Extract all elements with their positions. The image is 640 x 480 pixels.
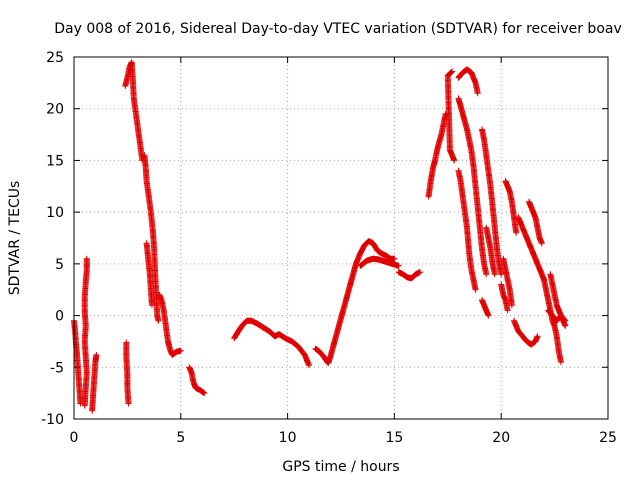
data-point (561, 317, 568, 324)
data-series (357, 255, 402, 269)
data-series (515, 214, 547, 283)
data-series (526, 198, 545, 247)
data-point (306, 362, 312, 369)
data-series (425, 110, 449, 200)
x-tick-label: 20 (492, 430, 510, 446)
data-series (545, 307, 569, 324)
data-series (89, 351, 100, 414)
data-series (122, 59, 146, 164)
data-point (498, 271, 505, 278)
y-tick-label: 15 (46, 153, 64, 169)
data-series (186, 364, 208, 397)
data-point (449, 68, 456, 75)
data-series (395, 269, 423, 282)
data-point (483, 271, 490, 278)
data-point (491, 271, 498, 278)
data-point (93, 351, 100, 358)
chart-title: Day 008 of 2016, Sidereal Day-to-day VTE… (54, 21, 622, 37)
data-point (504, 307, 511, 314)
data-series (71, 317, 84, 407)
plot-frame (73, 56, 609, 420)
x-tick-label: 0 (70, 430, 79, 446)
data-series (455, 167, 479, 293)
data-series (81, 255, 90, 409)
data-point (125, 400, 132, 407)
x-tick-label: 5 (176, 430, 185, 446)
x-tick-label: 25 (599, 430, 617, 446)
y-tick-label: 5 (55, 257, 64, 273)
data-series (143, 240, 155, 309)
grid (74, 57, 608, 419)
data-point (558, 359, 564, 366)
y-tick-label: -10 (41, 412, 64, 428)
data-point (562, 322, 569, 329)
data-point (562, 317, 569, 324)
data-series (123, 339, 132, 407)
data-point (395, 262, 402, 269)
y-tick-label: 10 (46, 205, 64, 221)
data-series (455, 95, 490, 278)
x-axis-title: GPS time / hours (282, 459, 399, 475)
y-tick-label: -5 (50, 360, 64, 376)
y-axis-title: SDTVAR / TECUs (7, 181, 23, 296)
data-series (498, 281, 511, 314)
data-series (479, 297, 492, 319)
data-series (511, 317, 541, 348)
data-points (71, 59, 569, 414)
data-series (502, 178, 520, 236)
data-point (538, 240, 545, 247)
data-series (483, 224, 498, 278)
data-point (177, 347, 184, 354)
data-series (500, 255, 515, 309)
data-point (417, 269, 423, 276)
x-tick-label: 10 (279, 430, 297, 446)
data-point (149, 302, 155, 309)
data-point (474, 90, 481, 97)
y-tick-label: 25 (46, 50, 64, 66)
data-series (156, 291, 184, 358)
data-point (83, 255, 90, 262)
data-point (391, 255, 398, 262)
data-series (348, 238, 398, 283)
data-series (312, 276, 355, 367)
data-series (455, 66, 481, 97)
data-point (485, 312, 492, 319)
y-tick-label: 0 (55, 309, 64, 325)
data-series (141, 152, 162, 324)
data-point (534, 333, 541, 340)
data-point (472, 286, 479, 293)
data-series (479, 126, 505, 278)
data-point (201, 390, 208, 397)
data-point (513, 229, 520, 236)
data-point (508, 302, 515, 309)
x-tick-label: 15 (385, 430, 403, 446)
data-series (444, 68, 458, 164)
data-series (271, 331, 312, 369)
data-point (155, 317, 162, 324)
data-series (231, 317, 278, 342)
y-tick-label: 20 (46, 102, 64, 118)
